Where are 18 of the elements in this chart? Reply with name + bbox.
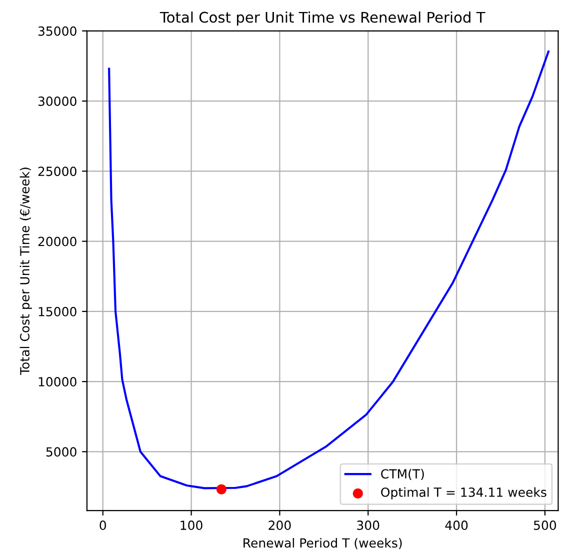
legend-label: CTM(T): [381, 468, 424, 480]
y-axis-title: Total Cost per Unit Time (€/week): [20, 168, 32, 375]
x-tick-label: 100: [180, 520, 202, 530]
y-tick-label: 15000: [38, 306, 76, 316]
y-tick-label: 10000: [38, 377, 76, 386]
y-tick-label: 30000: [38, 96, 76, 106]
x-axis-title: Renewal Period T (weeks): [244, 538, 402, 550]
chart-title: Total Cost per Unit Time vs Renewal Period T: [160, 12, 486, 26]
y-tick-label: 5000: [46, 447, 76, 457]
legend-label: Optimal T = 134.11 weeks: [381, 487, 546, 500]
y-tick-label: 20000: [38, 236, 76, 246]
x-tick-label: 400: [445, 520, 468, 530]
y-tick-label: 25000: [38, 166, 76, 176]
y-tick-label: 35000: [38, 26, 76, 36]
x-tick-label: 300: [357, 520, 380, 530]
x-tick-label: 500: [534, 520, 556, 530]
x-tick-label: 200: [268, 520, 291, 530]
x-tick-label: 0: [100, 520, 106, 530]
